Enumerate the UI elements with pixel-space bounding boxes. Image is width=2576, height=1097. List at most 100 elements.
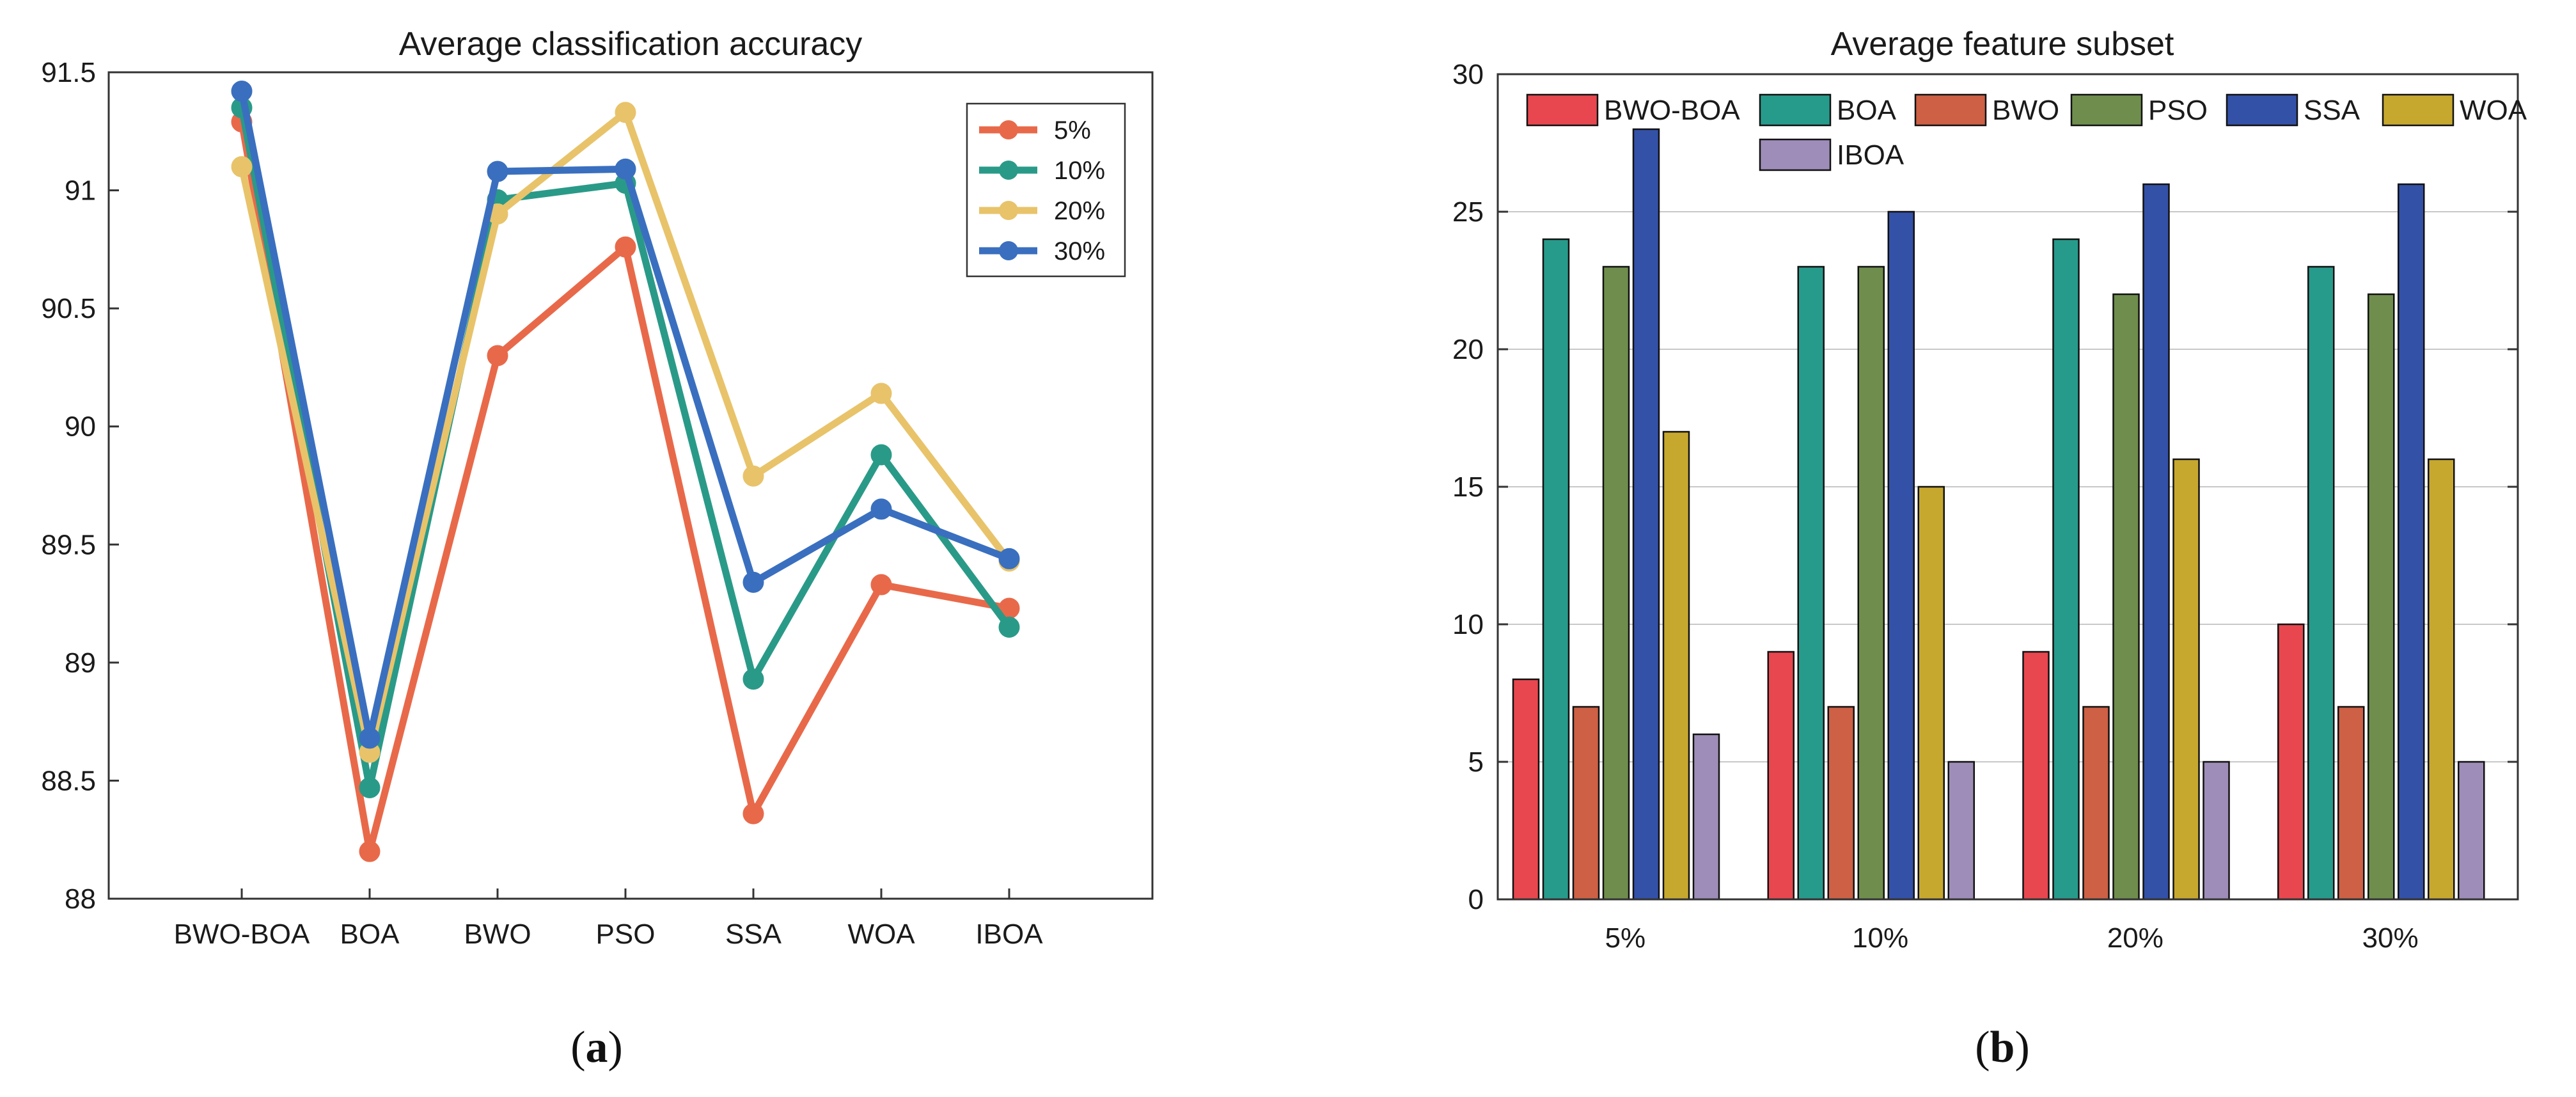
y-tick-label: 15 bbox=[1452, 471, 1484, 503]
y-tick-label: 89 bbox=[65, 647, 96, 679]
caption-letter: a bbox=[586, 1023, 608, 1072]
legend-swatch-pso bbox=[2070, 93, 2143, 127]
bar-woa-5pct bbox=[1662, 430, 1690, 901]
y-tick-label: 25 bbox=[1452, 196, 1484, 228]
data-point-30pct-boa bbox=[359, 727, 381, 749]
caption-close-paren: ) bbox=[608, 1023, 623, 1072]
bar-ssa-5pct bbox=[1632, 128, 1660, 901]
x-tick-label-bwo-boa: BWO-BOA bbox=[174, 919, 310, 950]
data-point-30pct-woa bbox=[870, 498, 892, 520]
bar-iboa-20pct bbox=[2203, 761, 2230, 901]
feature-bars-group bbox=[1512, 128, 2485, 901]
y-tick-label: 90.5 bbox=[41, 293, 96, 324]
y-tick-label: 0 bbox=[1468, 884, 1484, 915]
y-tick-label: 30 bbox=[1452, 59, 1484, 90]
bar-series-ssa bbox=[1632, 128, 2425, 901]
y-tick-label: 90 bbox=[65, 411, 96, 443]
data-point-5pct-bwo bbox=[487, 345, 508, 367]
bar-bwo-10pct bbox=[1827, 706, 1855, 901]
legend-label-iboa: IBOA bbox=[1837, 139, 1905, 171]
panel-b-caption: (b) bbox=[1975, 1023, 2030, 1072]
x-tick-label-iboa: IBOA bbox=[975, 919, 1043, 950]
legend-label-bwo: BWO bbox=[1992, 95, 2059, 126]
legend-marker-20pct bbox=[999, 201, 1018, 220]
legend-label-woa: WOA bbox=[2460, 95, 2527, 126]
bar-pso-20pct bbox=[2112, 293, 2140, 901]
legend-swatch-boa bbox=[1759, 93, 1832, 127]
legend-label-20pct: 20% bbox=[1054, 197, 1105, 225]
bar-bwo-boa-5pct bbox=[1512, 678, 1540, 901]
bar-series-iboa bbox=[1692, 733, 2485, 901]
data-point-10pct-ssa bbox=[742, 668, 764, 690]
legend-label-30pct: 30% bbox=[1054, 237, 1105, 265]
data-point-30pct-iboa bbox=[998, 548, 1020, 569]
bar-series-bwo-boa bbox=[1512, 623, 2305, 901]
bar-iboa-30pct bbox=[2458, 761, 2485, 901]
feature-subset-bar-chart: Average feature subset 0 5 10 15 20 25 30 5% 10… bbox=[1452, 26, 2527, 1072]
legend-swatch-bwo-boa bbox=[1526, 93, 1599, 127]
bar-bwo-boa-10pct bbox=[1767, 651, 1795, 901]
feature-y-axis: 0 5 10 15 20 25 30 bbox=[1452, 59, 2518, 915]
y-tick-label: 10 bbox=[1452, 609, 1484, 640]
bar-pso-5pct bbox=[1602, 265, 1630, 901]
legend-swatch-iboa bbox=[1759, 138, 1832, 171]
accuracy-line-chart: Average classification accuracy 88 88.5 89… bbox=[41, 26, 1154, 1072]
bar-bwo-5pct bbox=[1572, 706, 1600, 901]
accuracy-chart-title: Average classification accuracy bbox=[399, 26, 863, 63]
bar-boa-5pct bbox=[1542, 238, 1570, 901]
legend-label-bwo-boa: BWO-BOA bbox=[1604, 95, 1740, 126]
data-point-20pct-ssa bbox=[742, 465, 764, 487]
caption-close-paren: ) bbox=[2014, 1023, 2029, 1072]
caption-open-paren: ( bbox=[570, 1023, 585, 1072]
data-point-10pct-boa bbox=[359, 777, 381, 799]
legend-marker-5pct bbox=[999, 120, 1018, 139]
data-point-30pct-ssa bbox=[742, 571, 764, 593]
data-point-30pct-pso bbox=[615, 158, 636, 180]
bar-woa-20pct bbox=[2172, 458, 2200, 901]
x-tick-label-ssa: SSA bbox=[725, 919, 782, 950]
x-tick-label-30pct: 30% bbox=[2362, 922, 2419, 954]
data-point-20pct-bwo-boa bbox=[231, 156, 253, 178]
accuracy-legend: 5% 10% 20% 30% bbox=[966, 102, 1126, 278]
series-30pct bbox=[231, 81, 1020, 749]
bar-bwo-boa-20pct bbox=[2022, 651, 2050, 901]
legend-marker-30pct bbox=[999, 241, 1018, 260]
bar-bwo-20pct bbox=[2082, 706, 2110, 901]
panel-a-caption: (a) bbox=[570, 1023, 623, 1072]
data-point-5pct-woa bbox=[870, 574, 892, 596]
accuracy-y-axis: 88 88.5 89 89.5 90 90.5 91 91.5 bbox=[41, 57, 119, 915]
bar-pso-10pct bbox=[1857, 265, 1885, 901]
legend-swatch-woa bbox=[2382, 93, 2454, 127]
legend-label-10pct: 10% bbox=[1054, 157, 1105, 185]
legend-swatch-bwo bbox=[1914, 93, 1987, 127]
y-tick-label: 5 bbox=[1468, 746, 1484, 778]
y-tick-label: 89.5 bbox=[41, 529, 96, 560]
feature-chart-title: Average feature subset bbox=[1831, 26, 2174, 63]
x-tick-label-20pct: 20% bbox=[2107, 922, 2164, 954]
bar-ssa-10pct bbox=[1887, 210, 1915, 901]
y-tick-label: 20 bbox=[1452, 334, 1484, 365]
y-tick-label: 88 bbox=[65, 883, 96, 915]
data-point-10pct-iboa bbox=[998, 616, 1020, 638]
data-point-30pct-bwo bbox=[487, 161, 508, 182]
bar-woa-10pct bbox=[1917, 485, 1945, 901]
series-5pct bbox=[231, 111, 1020, 862]
legend-label-pso: PSO bbox=[2148, 95, 2208, 126]
legend-label-boa: BOA bbox=[1837, 95, 1897, 126]
bar-iboa-5pct bbox=[1692, 733, 1720, 901]
x-tick-label-woa: WOA bbox=[847, 919, 915, 950]
bar-boa-30pct bbox=[2307, 265, 2335, 901]
y-tick-label: 88.5 bbox=[41, 765, 96, 796]
caption-letter: b bbox=[1990, 1023, 2015, 1072]
bar-series-pso bbox=[1602, 265, 2395, 901]
data-point-5pct-ssa bbox=[742, 803, 764, 825]
data-point-20pct-woa bbox=[870, 383, 892, 404]
bar-woa-30pct bbox=[2428, 458, 2455, 901]
legend-label-ssa: SSA bbox=[2304, 95, 2360, 126]
bar-series-bwo bbox=[1572, 706, 2365, 901]
accuracy-series-group bbox=[231, 81, 1020, 862]
accuracy-x-axis: BWO-BOA BOA BWO PSO SSA WOA IBOA bbox=[174, 888, 1043, 950]
y-tick-label: 91 bbox=[65, 175, 96, 207]
y-tick-label: 91.5 bbox=[41, 57, 96, 88]
